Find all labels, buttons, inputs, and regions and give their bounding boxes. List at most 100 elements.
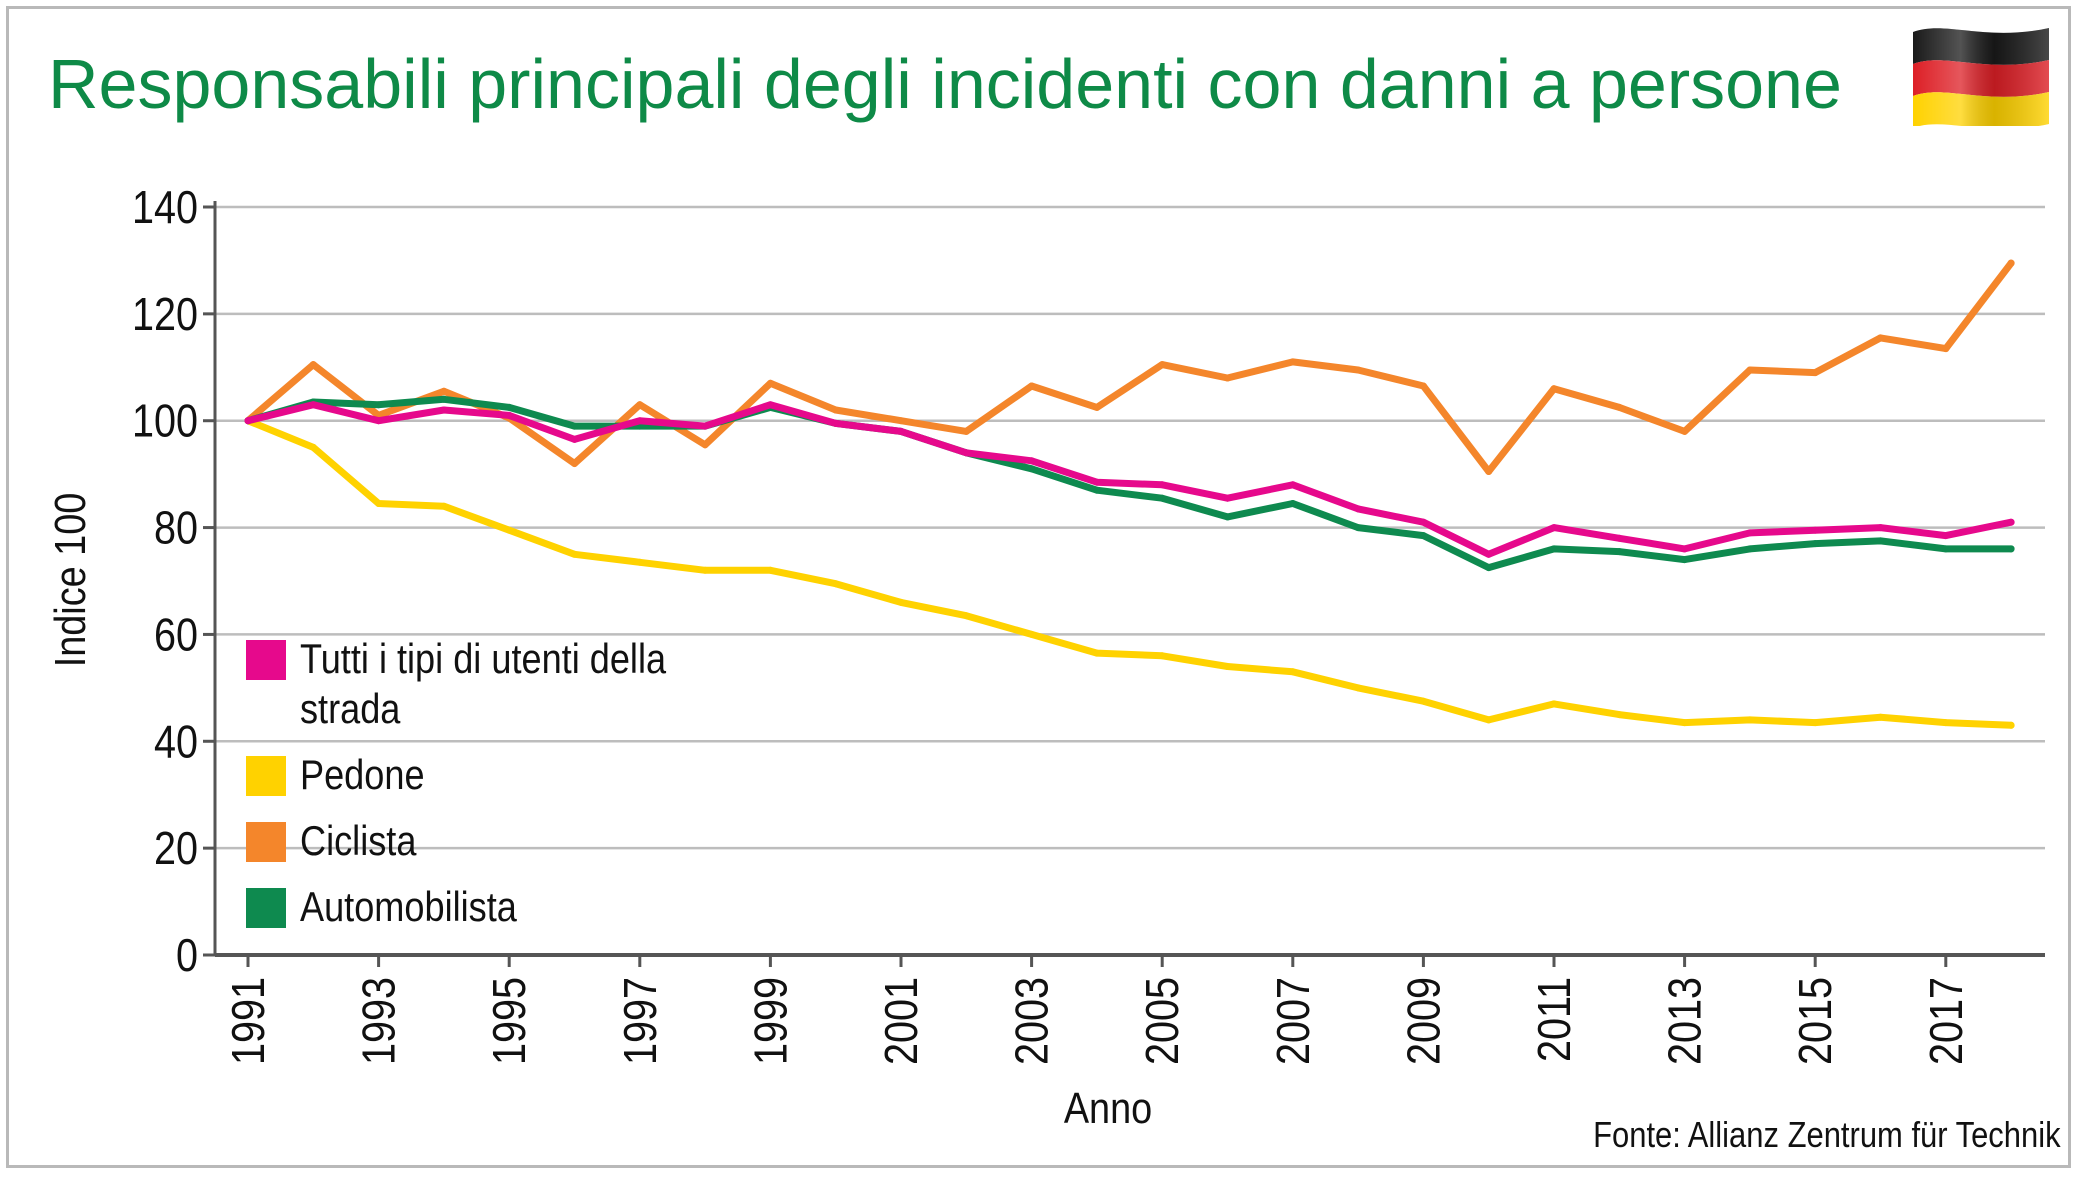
data-point <box>1419 532 1427 540</box>
x-tick-label: 2011 <box>1529 977 1580 1062</box>
data-point <box>1942 345 1950 353</box>
legend-swatch <box>246 888 286 928</box>
data-point <box>1811 540 1819 548</box>
legend-label: Tutti i tipi di utenti della strada <box>300 635 667 732</box>
data-point <box>1746 545 1754 553</box>
y-tick-label: 140 <box>132 182 198 233</box>
data-point <box>1028 382 1036 390</box>
y-tick-label: 120 <box>132 289 198 340</box>
data-point <box>2007 545 2015 553</box>
data-point <box>505 526 513 534</box>
data-point <box>2007 259 2015 267</box>
data-point <box>1158 361 1166 369</box>
data-point <box>1550 385 1558 393</box>
data-point <box>1615 548 1623 556</box>
data-point <box>1028 465 1036 473</box>
legend-item: Pedone <box>246 750 760 800</box>
x-tick-label: 1993 <box>354 977 405 1065</box>
x-tick-label: 1999 <box>746 977 797 1065</box>
data-point <box>571 422 578 430</box>
data-point <box>1224 494 1231 502</box>
data-point <box>440 387 448 395</box>
data-point <box>1942 719 1950 727</box>
data-point <box>1224 513 1231 521</box>
legend-label: Pedone <box>300 751 425 798</box>
data-point <box>1746 529 1754 537</box>
data-point <box>1224 374 1231 382</box>
data-point <box>571 460 578 467</box>
data-point <box>440 395 448 403</box>
legend-swatch <box>246 640 286 680</box>
data-point <box>1158 652 1166 660</box>
data-point <box>1942 545 1950 553</box>
source-note: Fonte: Allianz Zentrum für Technik <box>1593 1114 2061 1155</box>
germany-flag-icon <box>1913 28 2049 126</box>
chart-frame <box>6 6 2071 1168</box>
data-point <box>1615 534 1623 542</box>
data-point <box>571 435 578 443</box>
data-point <box>1093 486 1101 494</box>
data-point <box>1746 366 1754 374</box>
data-point <box>1485 716 1493 724</box>
data-point <box>1877 713 1884 721</box>
series-line-2 <box>244 259 2015 475</box>
data-point <box>1158 494 1166 502</box>
data-point <box>1093 403 1101 411</box>
y-tick-label: 40 <box>154 717 198 768</box>
y-tick-label: 20 <box>154 823 198 874</box>
data-point <box>375 401 383 409</box>
data-point <box>1811 369 1819 377</box>
data-point <box>1289 358 1297 366</box>
data-point <box>2007 721 2015 729</box>
data-point <box>766 379 774 387</box>
data-point <box>440 502 448 510</box>
data-point <box>1028 457 1036 465</box>
data-point <box>636 401 644 409</box>
x-tick-label: 1997 <box>615 977 666 1065</box>
data-point <box>1877 334 1884 342</box>
data-point <box>832 580 840 588</box>
data-point <box>375 500 383 507</box>
data-point <box>375 417 383 425</box>
y-tick-label: 60 <box>154 610 198 661</box>
data-point <box>962 449 970 457</box>
data-point <box>571 550 578 558</box>
data-point <box>309 361 317 369</box>
data-point <box>701 566 709 574</box>
x-tick-label: 2001 <box>876 977 927 1065</box>
data-point <box>309 443 317 451</box>
y-axis-title: Indice 100 <box>45 493 94 668</box>
data-point <box>1028 630 1036 638</box>
data-point <box>505 403 513 411</box>
data-point <box>244 417 252 425</box>
data-point <box>1419 697 1427 705</box>
data-point <box>701 422 709 430</box>
data-point <box>962 427 970 435</box>
data-point <box>309 401 317 409</box>
x-tick-label: 2003 <box>1007 977 1058 1065</box>
data-point <box>1354 366 1362 374</box>
data-point <box>1485 550 1493 558</box>
data-point <box>1877 537 1884 545</box>
x-tick-label: 2013 <box>1660 977 1711 1065</box>
legend-item: Tutti i tipi di utenti della strada <box>246 634 760 734</box>
chart-legend: Tutti i tipi di utenti della strada Pedon… <box>246 634 760 948</box>
data-point <box>1354 505 1362 513</box>
y-tick-label: 0 <box>176 930 198 981</box>
series-line-0 <box>244 401 2015 558</box>
x-tick-label: 1995 <box>484 977 535 1065</box>
data-point <box>1093 649 1101 657</box>
data-point <box>897 417 905 425</box>
data-point <box>766 566 774 574</box>
data-point <box>2007 518 2015 526</box>
data-point <box>1289 500 1297 507</box>
legend-label: Ciclista <box>300 817 417 864</box>
legend-label: Automobilista <box>300 883 517 930</box>
data-point <box>1158 481 1166 489</box>
data-point <box>1550 545 1558 553</box>
data-point <box>1681 545 1689 553</box>
data-point <box>1485 564 1493 572</box>
y-tick-label: 80 <box>154 503 198 554</box>
data-point <box>1811 526 1819 534</box>
